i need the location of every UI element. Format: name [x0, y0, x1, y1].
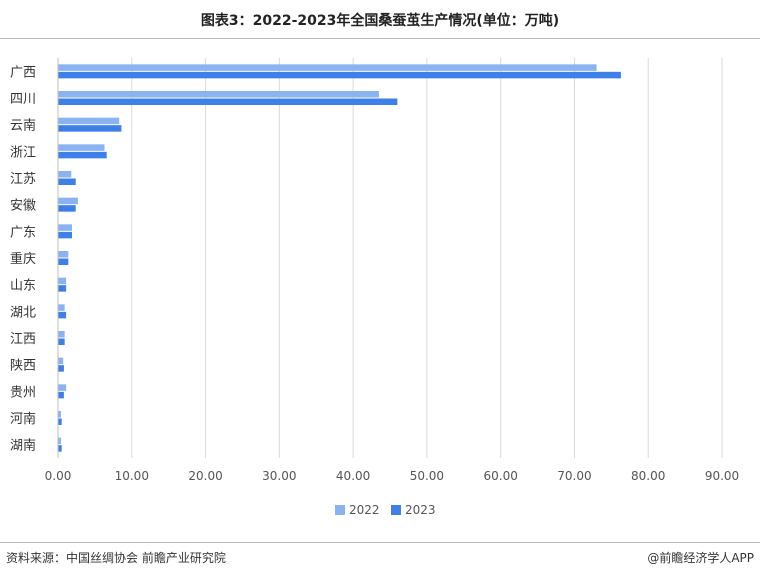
category-label: 广东: [10, 225, 36, 240]
category-label: 山东: [10, 279, 36, 294]
category-label: 安徽: [10, 199, 36, 214]
bar-2022: [58, 64, 597, 71]
bar-2022: [58, 411, 61, 418]
bar-2022: [58, 384, 67, 391]
x-tick-label: 30.00: [262, 469, 296, 483]
x-tick-label: 0.00: [45, 469, 72, 483]
bar-2022: [58, 437, 61, 445]
bar-2023: [58, 365, 64, 372]
category-label: 重庆: [10, 251, 36, 267]
legend-swatch-2022: [335, 505, 345, 515]
legend: 2022 2023: [335, 503, 436, 517]
bar-2022: [58, 277, 67, 285]
category-label: 云南: [10, 118, 36, 134]
category-label: 广西: [10, 65, 36, 80]
bar-2022: [58, 171, 72, 178]
bar-chart: 0.00 10.00 20.00 30.00 40.00 50.00 60.00 70.00 8…: [10, 58, 739, 517]
bar-2022: [58, 224, 73, 231]
category-label: 江苏: [10, 171, 36, 187]
bar-2023: [58, 338, 65, 345]
category-label: 四川: [10, 92, 36, 107]
bar-2022: [58, 251, 69, 258]
x-tick-label: 70.00: [557, 469, 591, 483]
legend-label: 2022: [349, 503, 380, 517]
bar-2023: [58, 205, 76, 212]
bar-2022: [58, 197, 78, 205]
bar-2023: [58, 391, 64, 399]
source-note: 资料来源：中国丝绸协会 前瞻产业研究院: [6, 551, 226, 565]
bar-2023: [58, 231, 73, 239]
bar-2023: [58, 311, 67, 319]
bar-2023: [58, 71, 621, 79]
category-label: 湖北: [10, 305, 36, 320]
category-label: 江西: [10, 332, 36, 347]
brand-credit: @前瞻经济学人APP: [647, 551, 754, 565]
bar-2022: [58, 331, 65, 338]
category-label: 河南: [10, 411, 36, 427]
bar-2022: [58, 144, 105, 151]
bar-2023: [58, 151, 107, 159]
x-tick-label: 40.00: [336, 469, 370, 483]
category-label: 陕西: [10, 359, 36, 374]
footer-divider: [0, 542, 760, 543]
x-tick-label: 10.00: [115, 469, 149, 483]
x-tick-label: 80.00: [631, 469, 665, 483]
axes: 0.00 10.00 20.00 30.00 40.00 50.00 60.00 70.00 8…: [10, 58, 739, 483]
x-tick-label: 20.00: [188, 469, 222, 483]
bar-2023: [58, 98, 398, 105]
category-label: 贵州: [10, 385, 36, 400]
bar-2023: [58, 258, 69, 265]
bar-2023: [58, 418, 62, 425]
bar-2022: [58, 91, 379, 98]
bar-2022: [58, 117, 120, 125]
bar-2022: [58, 357, 64, 365]
bar-2023: [58, 178, 76, 185]
title-divider: [0, 38, 760, 39]
legend-label: 2023: [405, 503, 436, 517]
category-label: 浙江: [10, 145, 36, 160]
x-tick-label: 60.00: [483, 469, 517, 483]
bar-2023: [58, 285, 67, 292]
bar-2023: [58, 445, 62, 452]
x-tick-label: 50.00: [410, 469, 444, 483]
chart-title: 图表3：2022-2023年全国桑蚕茧生产情况(单位：万吨): [200, 13, 560, 29]
bar-2022: [58, 304, 65, 311]
gridlines: [131, 58, 723, 458]
bar-2023: [58, 125, 122, 132]
legend-swatch-2023: [391, 505, 401, 515]
bars: [58, 64, 621, 452]
category-label: 湖南: [10, 438, 36, 454]
x-tick-label: 90.00: [705, 469, 739, 483]
